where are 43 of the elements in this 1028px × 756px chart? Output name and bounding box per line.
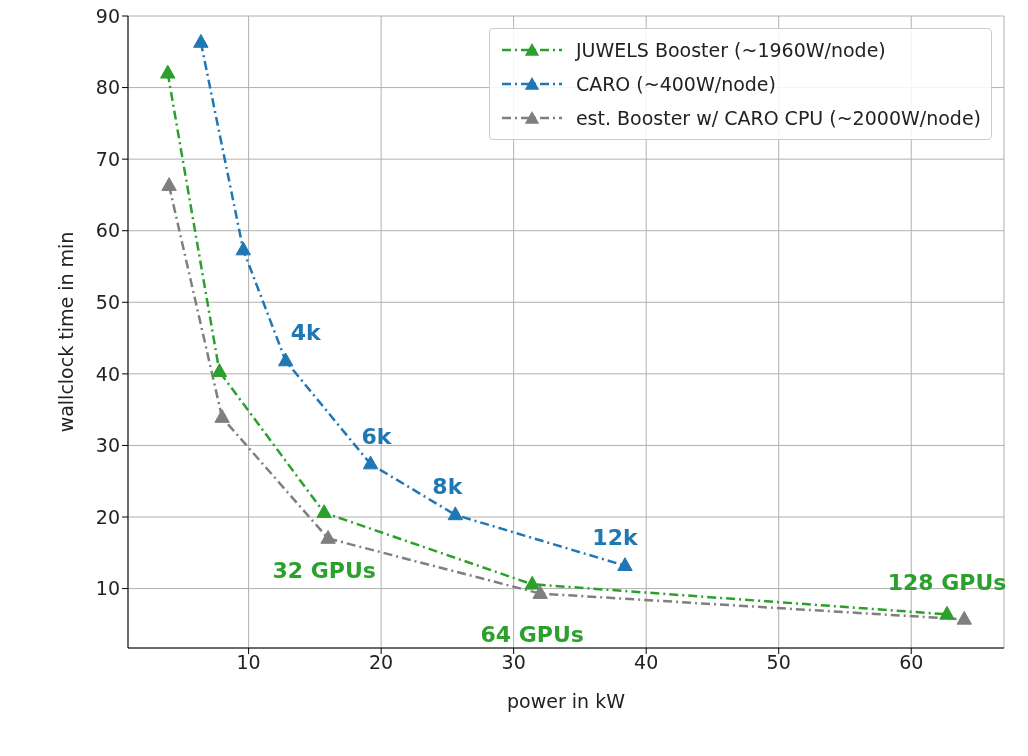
x-tick-label: 60 bbox=[899, 651, 924, 674]
annotation: 128 GPUs bbox=[887, 569, 1007, 595]
point bbox=[278, 352, 294, 367]
y-tick-label: 60 bbox=[95, 219, 120, 242]
y-axis-title: wallclock time in min bbox=[54, 231, 77, 433]
point bbox=[235, 241, 251, 256]
x-tick-label: 50 bbox=[766, 651, 791, 674]
x-tick-label: 10 bbox=[236, 651, 261, 674]
legend-label: est. Booster w/ CARO CPU (~2000W/node) bbox=[575, 107, 981, 129]
annotation: 12k bbox=[592, 525, 639, 551]
point bbox=[956, 610, 972, 625]
point bbox=[617, 557, 633, 571]
x-axis-title: power in kW bbox=[507, 690, 626, 712]
annotation: 32 GPUs bbox=[272, 558, 376, 584]
x-tick-label: 40 bbox=[634, 651, 659, 674]
x-tick-label: 20 bbox=[369, 651, 394, 674]
y-tick-label: 40 bbox=[95, 362, 120, 385]
point bbox=[524, 575, 540, 590]
y-tick-label: 30 bbox=[95, 434, 120, 457]
annotation: 4k bbox=[290, 320, 323, 346]
annotation: 64 GPUs bbox=[480, 621, 584, 647]
annotation: 8k bbox=[432, 474, 464, 500]
point bbox=[532, 585, 548, 599]
y-tick-label: 20 bbox=[95, 505, 120, 528]
point bbox=[211, 363, 228, 378]
point bbox=[320, 529, 336, 544]
point bbox=[214, 409, 230, 423]
x-tick-label: 30 bbox=[501, 651, 526, 674]
point bbox=[161, 177, 177, 191]
point bbox=[160, 64, 176, 79]
legend-label: JUWELS Booster (~1960W/node) bbox=[575, 39, 886, 61]
annotation: 6k bbox=[361, 423, 393, 449]
legend-label: CARO (~400W/node) bbox=[575, 73, 776, 95]
y-tick-label: 70 bbox=[95, 147, 120, 170]
y-tick-label: 50 bbox=[95, 291, 120, 314]
point bbox=[362, 455, 379, 470]
y-tick-label: 80 bbox=[95, 76, 120, 99]
point bbox=[447, 506, 464, 521]
y-tick-label: 10 bbox=[95, 577, 120, 600]
y-tick-label: 90 bbox=[95, 4, 120, 27]
point bbox=[939, 605, 955, 620]
point bbox=[316, 504, 332, 519]
point bbox=[193, 33, 209, 48]
